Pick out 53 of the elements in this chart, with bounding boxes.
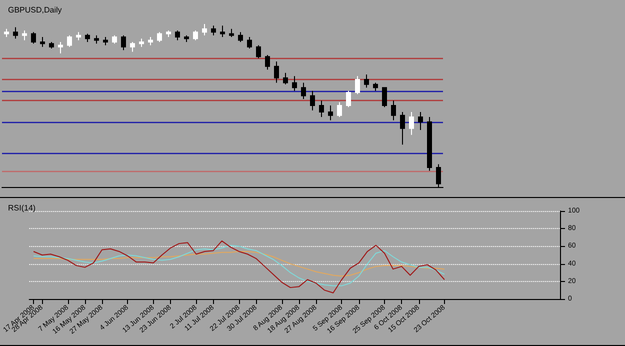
candlestick [13,26,18,40]
candlestick [274,61,279,84]
candlestick [238,32,243,42]
candlestick [76,32,81,41]
candlestick [364,74,369,88]
candlestick [427,116,432,172]
candlestick [58,41,63,54]
line-series [33,244,445,286]
candlestick [157,32,162,42]
candlestick [121,34,126,51]
line-series [33,240,445,294]
candlestick [337,102,342,118]
chart-title: RSI(14) [8,204,36,212]
candlestick [103,36,108,46]
candlestick [409,112,414,136]
candlestick [283,72,288,85]
candlestick [67,34,72,48]
candlestick [265,54,270,70]
candlestick [247,36,252,49]
candlestick [148,36,153,46]
candlestick [400,112,405,146]
candlestick [112,34,117,44]
candlestick [211,25,216,36]
candlestick [256,44,261,59]
candlestick [418,112,423,130]
candlestick [220,25,225,38]
candlestick [346,90,351,108]
candlestick [94,34,99,44]
candlestick [175,30,180,41]
candlestick [310,90,315,111]
candlestick [328,105,333,121]
candlestick [229,28,234,38]
candlestick [301,82,306,100]
candlestick [382,87,387,108]
candlestick [22,30,27,41]
candlestick [49,41,54,49]
candlestick [130,41,135,52]
candlestick [184,34,189,42]
chart-title: GBPUSD,Daily [8,6,62,14]
candlestick [391,100,396,121]
candlestick [31,32,36,44]
candlestick [4,28,9,38]
candlestick [85,33,90,42]
candlestick [292,76,297,92]
candlestick [319,100,324,118]
candlestick [139,38,144,48]
candlestick [202,24,207,36]
candlestick [193,30,198,41]
candlestick [166,30,171,38]
candlestick [40,36,45,48]
candlestick [373,82,378,92]
candlestick [355,76,360,95]
line-series [33,250,445,277]
